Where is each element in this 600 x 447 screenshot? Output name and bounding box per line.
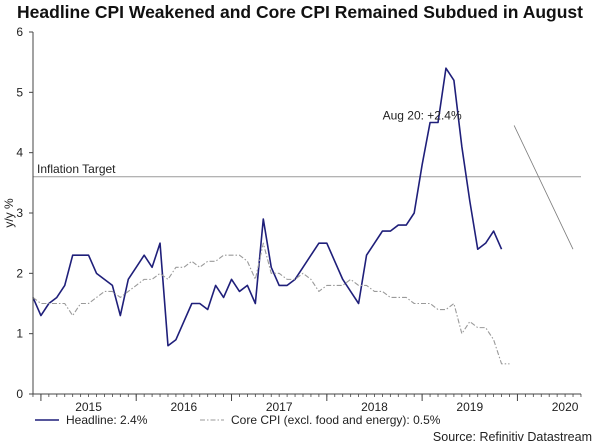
x-tick-label: 2020: [552, 400, 579, 414]
axes-layer: 0 1 2 3 4 5 6 2015 2016 2017 2018 2019 2020 y/y %: [2, 25, 582, 414]
legend: Headline: 2.4% Core CPI (excl. food and e…: [35, 413, 441, 427]
y-tick-label: 3: [16, 206, 23, 220]
annotation-label: Aug 20: +2.4%: [383, 108, 462, 122]
series-layer: [32, 67, 510, 365]
y-tick-label: 0: [16, 387, 23, 401]
x-tick-label: 2015: [75, 400, 102, 414]
chart-title: Headline CPI Weakened and Core CPI Remai…: [17, 2, 583, 22]
y-tick-label: 5: [16, 85, 23, 99]
x-tick-label: 2017: [266, 400, 293, 414]
inflation-target-layer: Inflation Target: [33, 162, 581, 178]
x-tick-label: 2016: [171, 400, 198, 414]
y-tick-label: 1: [16, 327, 23, 341]
x-tick-label: 2019: [456, 400, 483, 414]
inflation-target-label: Inflation Target: [37, 162, 116, 176]
source-note: Source: Refinitiv Datastream: [432, 430, 592, 444]
x-tick-label: 2018: [361, 400, 388, 414]
y-tick-label: 2: [16, 266, 23, 280]
core-cpi-line: [32, 242, 510, 365]
legend-headline-label: Headline: 2.4%: [66, 413, 148, 427]
y-tick-label: 4: [16, 146, 23, 160]
y-tick-label: 6: [16, 25, 23, 39]
legend-core-label: Core CPI (excl. food and energy): 0.5%: [231, 413, 441, 427]
headline-cpi-line: [32, 67, 503, 347]
y-axis-label: y/y %: [2, 198, 16, 228]
annotation-leader-line: [513, 125, 574, 250]
annotation-layer: Aug 20: +2.4%: [383, 108, 574, 250]
